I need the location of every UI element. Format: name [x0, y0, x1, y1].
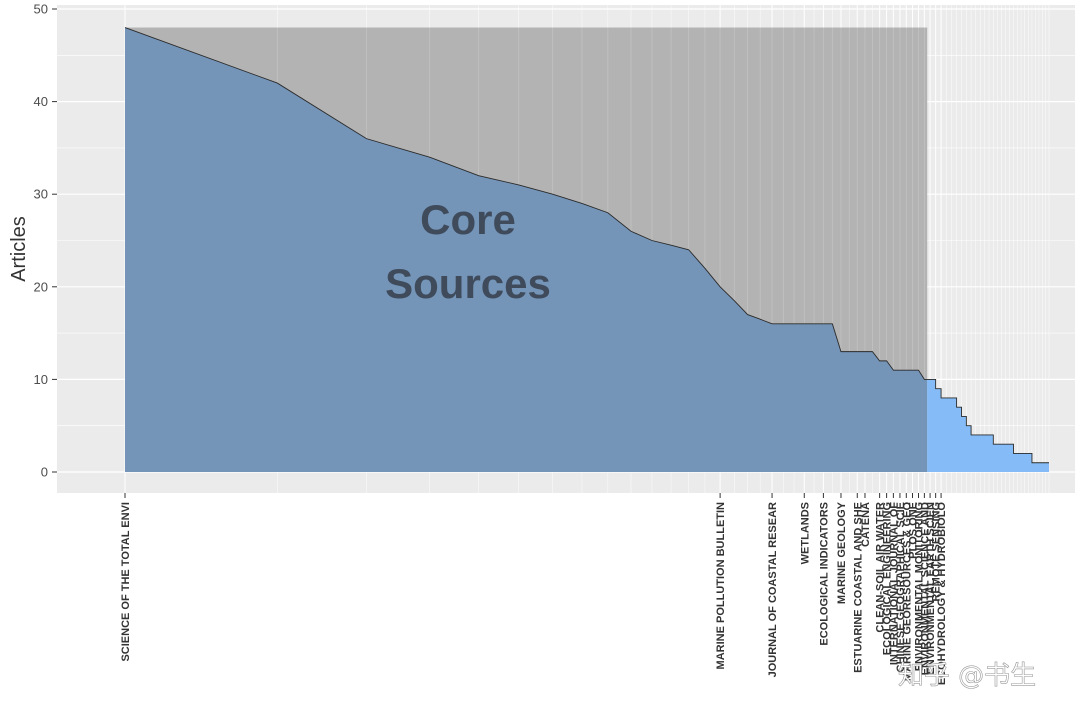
- x-tick-label: REMOTE SENSING: [931, 502, 943, 602]
- x-tick-label: ESTUARINE COASTAL AND SHE: [852, 502, 864, 673]
- other-sources-area: [927, 379, 1049, 472]
- y-axis-ticks: 0 10 20 30 40 50: [34, 2, 57, 480]
- y-axis-title: Articles: [8, 216, 30, 282]
- x-tick-label: CHINESE GEOGRAPHICAL SCIE: [895, 502, 907, 672]
- core-label-line-1: Core: [420, 196, 516, 243]
- x-tick-label: ECOHYDROLOGY & HYDROBIOLO: [936, 502, 948, 686]
- x-tick-label: ENVIRONMENTAL EARTH SCIEN: [925, 502, 937, 675]
- x-tick-label: WETLANDS: [799, 502, 811, 564]
- x-tick-label: ECOLOGICAL INDICATORS: [818, 502, 830, 646]
- x-tick-label: INTERNATIONAL JOURNAL OF: [888, 502, 900, 665]
- y-tick-label: 50: [34, 2, 48, 17]
- y-tick-label: 20: [34, 279, 48, 294]
- x-tick-label: MARINE POLLUTION BULLETIN: [715, 502, 727, 669]
- y-tick-label: 40: [34, 94, 48, 109]
- x-tick-label: MARINE GEOLOGY: [836, 501, 848, 604]
- x-tick-label: ECOLOGICAL ENGINEERING: [882, 502, 894, 655]
- y-tick-label: 30: [34, 187, 48, 202]
- y-tick-label: 10: [34, 372, 48, 387]
- x-tick-label: CATENA: [860, 502, 872, 547]
- y-tick-label: 0: [41, 465, 48, 480]
- x-axis-ticks: SCIENCE OF THE TOTAL ENVI MARINE POLLUTIO…: [120, 493, 948, 685]
- core-label-line-2: Sources: [385, 260, 551, 307]
- x-tick-label: MARINE GEORESOURCES & GEO: [901, 502, 913, 682]
- x-tick-label: ENVIRONMENTAL SCIENCE AND: [919, 502, 931, 675]
- x-tick-label: CLEAN-SOIL AIR WATER: [875, 502, 887, 633]
- x-tick-label: PLOS ONE: [907, 502, 919, 559]
- cumulative-line: [124, 27, 1049, 464]
- watermark: 知乎 @书生: [898, 661, 1036, 691]
- core-sources-area: [125, 27, 928, 473]
- x-tick-label: ENVIRONMENTAL MONITORING: [914, 502, 926, 671]
- x-tick-label: JOURNAL OF COASTAL RESEAR: [767, 502, 779, 677]
- x-tick-label: SCIENCE OF THE TOTAL ENVI: [120, 502, 132, 662]
